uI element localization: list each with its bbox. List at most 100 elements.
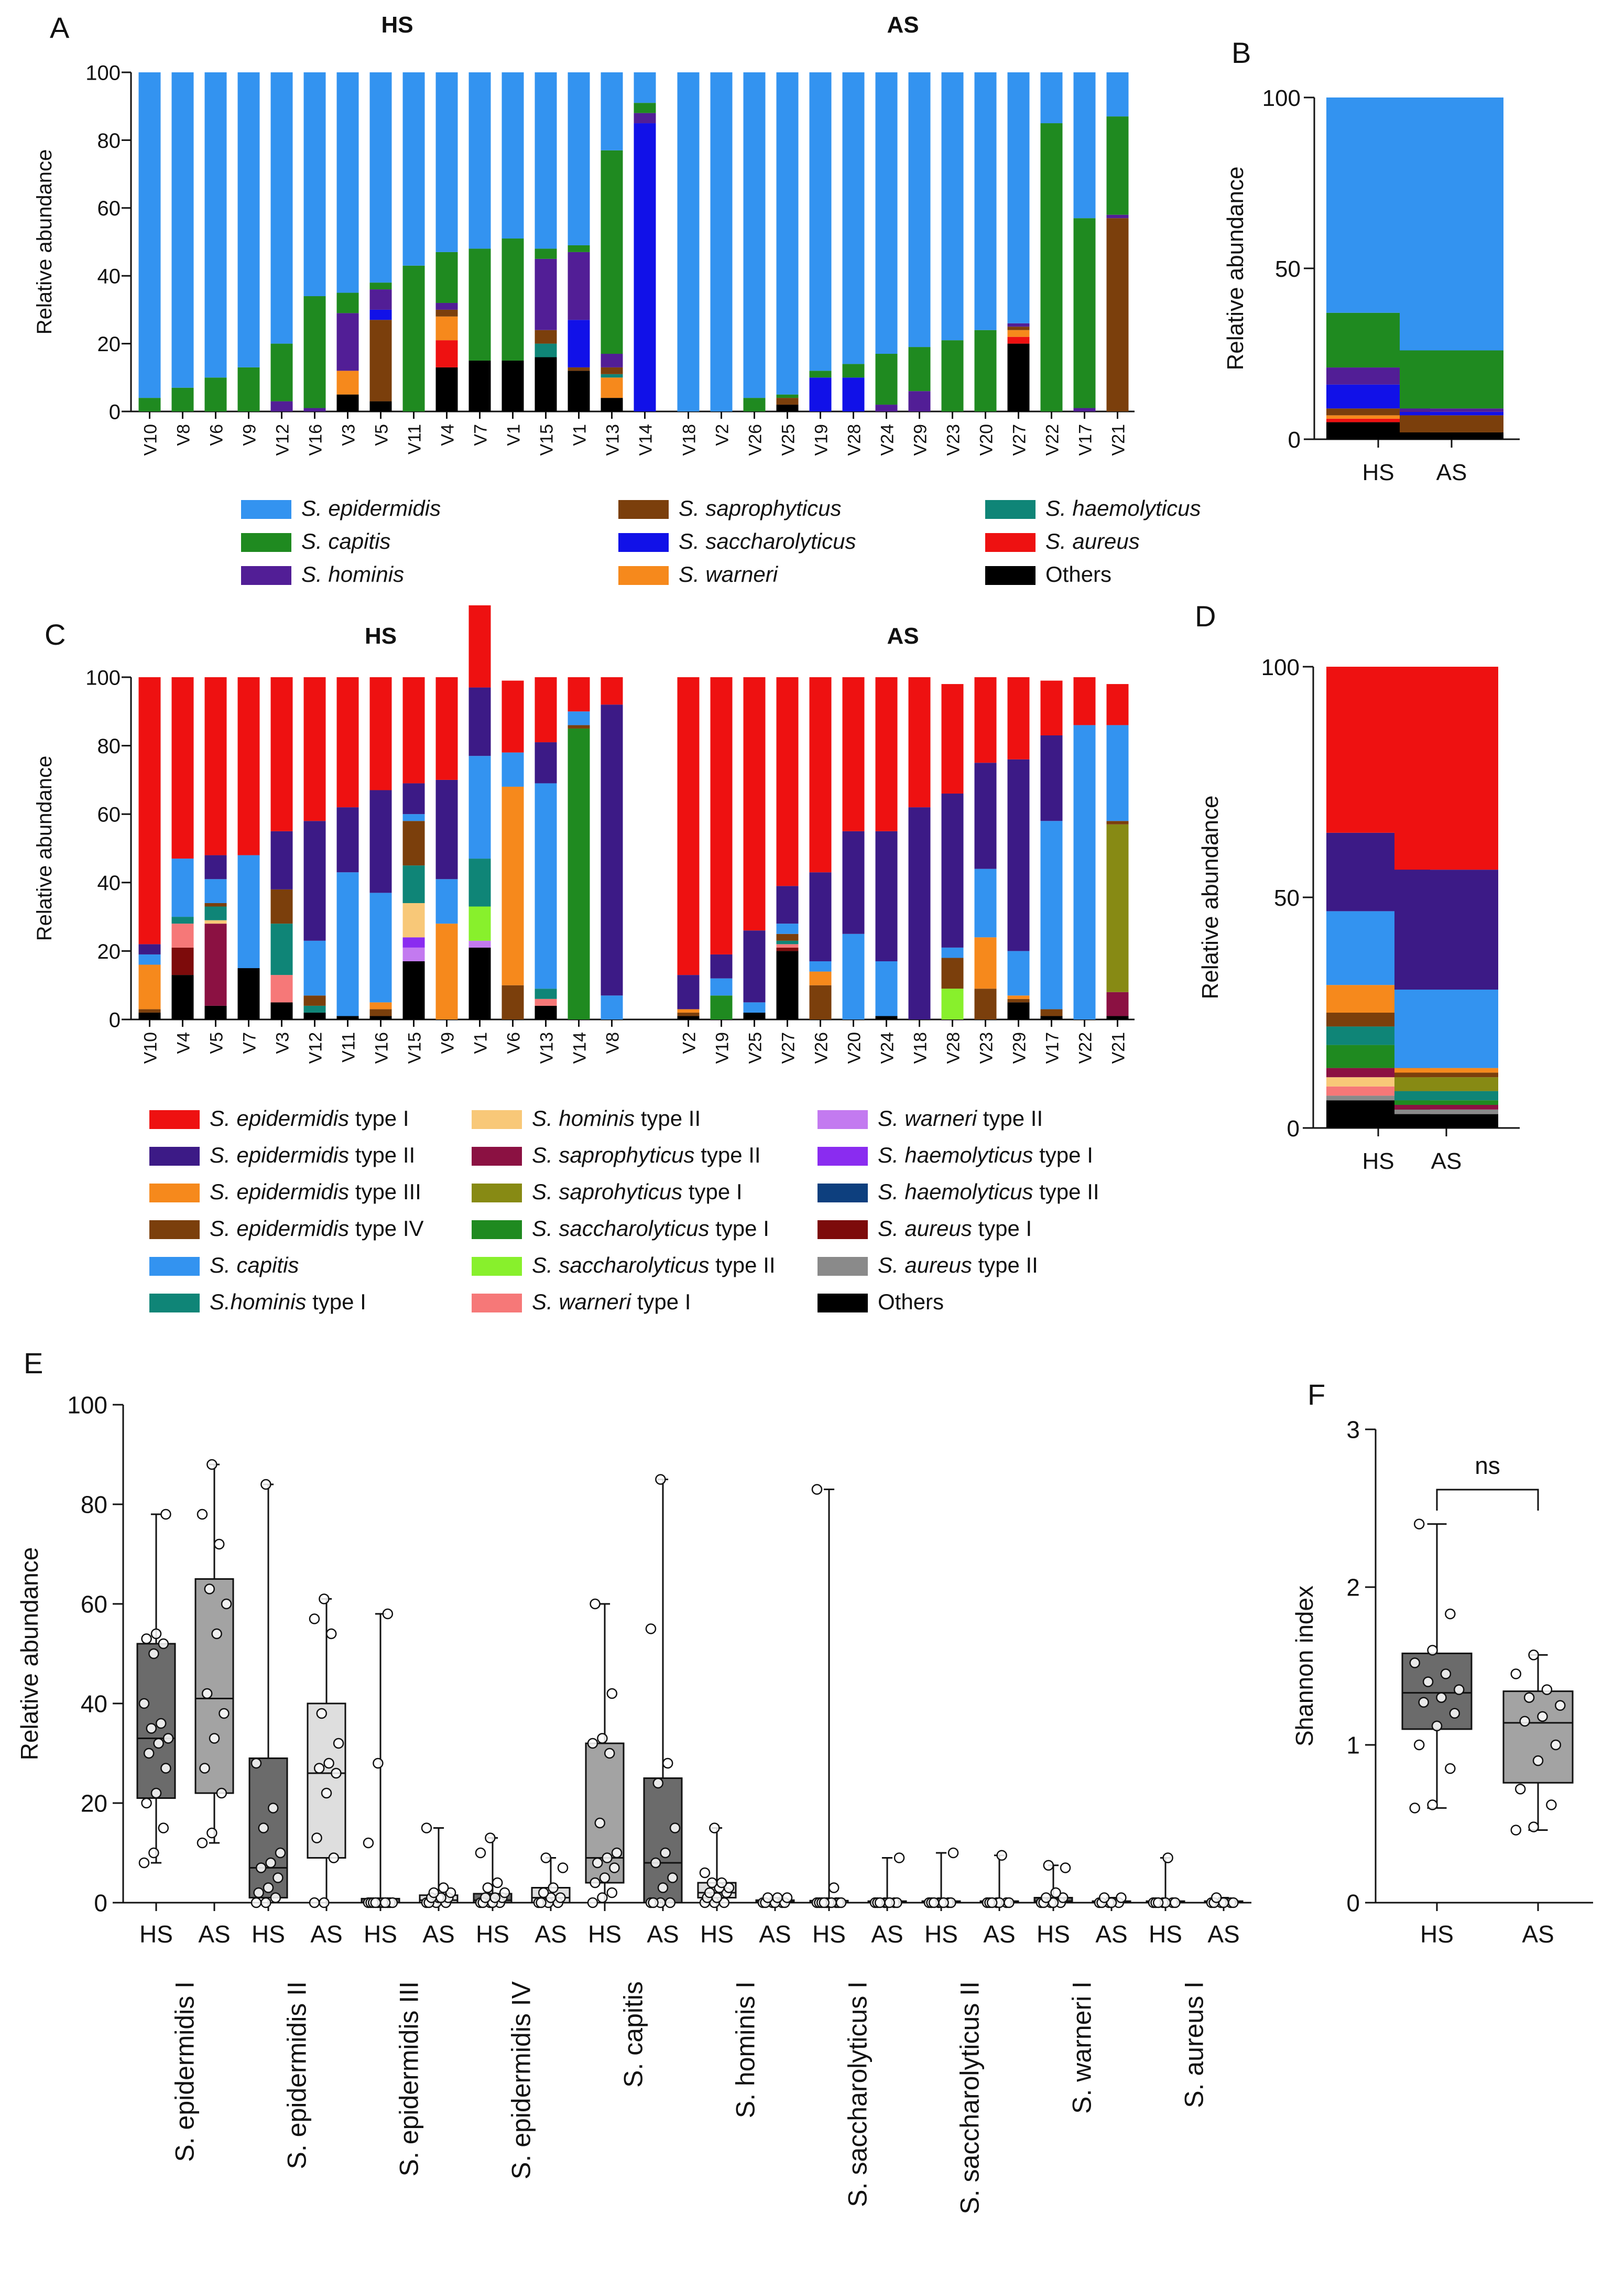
box-as-point [662,1757,673,1769]
box-as-point [538,1887,549,1898]
legend-swatch [818,1184,868,1202]
box-as-point [311,1832,322,1843]
box-hs-point [711,1892,723,1903]
x-tick-label: V13 [537,1032,557,1064]
taxon-label: S. warneri I [1067,1981,1097,2114]
bar-segment [1106,116,1129,215]
x-tick-label: V1 [471,1032,491,1054]
box-as-point [221,1598,232,1610]
bar-segment [1394,1077,1498,1091]
bar-segment [875,961,898,1016]
box-hs-point [382,1608,394,1620]
legend-species-italic: S. saprohyticus [532,1179,682,1204]
bar-segment [1007,995,1030,999]
x-tick-label: V18 [680,424,700,456]
bar-segment [908,391,931,411]
legend-species-italic: S. epidermidis [210,1143,349,1167]
y-tick-label: 100 [85,666,121,689]
bar-segment [204,855,227,880]
bar-segment [1400,432,1503,439]
bar-segment [1106,684,1129,725]
bar-segment [677,1016,700,1019]
legend-species-italic: S. epidermidis [210,1179,349,1204]
bar-segment [237,855,260,969]
bar-segment [1400,97,1503,351]
legend-species-italic: S. warneri [532,1289,632,1314]
bar-segment [634,72,656,103]
shannon-box-hs-point [1445,1763,1456,1774]
box-as-point [540,1852,552,1863]
bar-segment [1073,677,1096,725]
x-tick-label: V21 [1109,1032,1129,1064]
bar-segment [776,944,799,948]
bar-segment [435,309,458,317]
y-tick-label: 100 [1261,655,1300,680]
bar-segment [138,72,161,398]
panel-f-shannon-box-plot: 0 1 2 3 Shannon index HS AS ns [1291,1416,1593,1948]
bar-segment [502,786,524,985]
bar-segment [402,937,425,948]
box-hs-point [590,1598,601,1610]
x-tick-label: V4 [174,1032,194,1054]
box-as-point [1106,1897,1117,1908]
bar-segment [568,371,590,411]
bar-segment [1007,677,1030,759]
box-as-point [664,1897,676,1908]
legend-label: S. aureus type II [878,1253,1038,1277]
bar-segment [1394,1091,1498,1101]
box-as-point [548,1882,559,1893]
box-hs-point [260,1479,271,1490]
x-tick-label: V19 [812,424,832,456]
legend-swatch [149,1257,200,1276]
x-tick-label: V15 [405,1032,425,1064]
bar-segment [369,790,392,893]
bar-segment [1040,680,1063,736]
bar-segment [468,360,491,411]
bar-segment [171,975,194,1019]
bar-segment [171,677,194,859]
bar-segment [369,1016,392,1019]
box-as-point [206,1459,217,1470]
legend-species-italic: S. hominis [301,562,404,587]
box-as-point [555,1892,566,1903]
shannon-box-hs-point [1413,1518,1425,1529]
bar-segment [1040,735,1063,821]
taxon-label: S. saccharolyticus I [843,1981,873,2207]
bar-segment [171,917,194,924]
x-tick-label: V11 [405,424,425,454]
bar-segment [601,72,623,150]
bar-segment [974,677,997,763]
legend-species-italic: S. saprophyticus [532,1143,695,1167]
box-as-point [428,1887,440,1898]
legend-species-type: type II [635,1106,701,1131]
box-hs-point [1043,1860,1054,1871]
x-tick-label: V29 [1010,1032,1030,1064]
box-as-iqr [194,1578,234,1794]
bar-segment [402,265,425,411]
y-tick-label: 0 [1288,427,1301,453]
bar-segment [908,807,931,1019]
panel-e-box-plots: 0 20 40 60 80 100 Relative abundance S. epiderm… [16,1392,1251,2215]
bar-segment [237,968,260,1019]
box-hs-point [275,1847,286,1859]
bar-segment [1400,415,1503,432]
panel-a-stacked-bars: 0 20 40 60 80 100 Relative abundance HS V10 V8 V6 V… [33,12,1201,587]
x-tick-label: V18 [911,1032,931,1064]
bar-segment [875,677,898,831]
panel-letter-d: D [1195,600,1216,633]
y-axis-title: Relative abundance [1197,796,1223,1000]
bar-segment [535,357,557,411]
bar-segment [1007,1002,1030,1019]
box-as-point [557,1862,569,1873]
bar-segment [303,296,326,408]
bar-segment [1394,1109,1498,1114]
bar-segment [1394,990,1498,1068]
box-hs-point [143,1748,155,1759]
bar-segment [941,340,964,411]
x-tick-label: AS [1436,460,1467,485]
bar-segment [1040,123,1063,412]
legend-label: S. epidermidis type IV [210,1216,424,1241]
bar-segment [369,309,392,320]
bar-segment [1326,415,1430,419]
y-tick-label: 80 [97,735,121,758]
